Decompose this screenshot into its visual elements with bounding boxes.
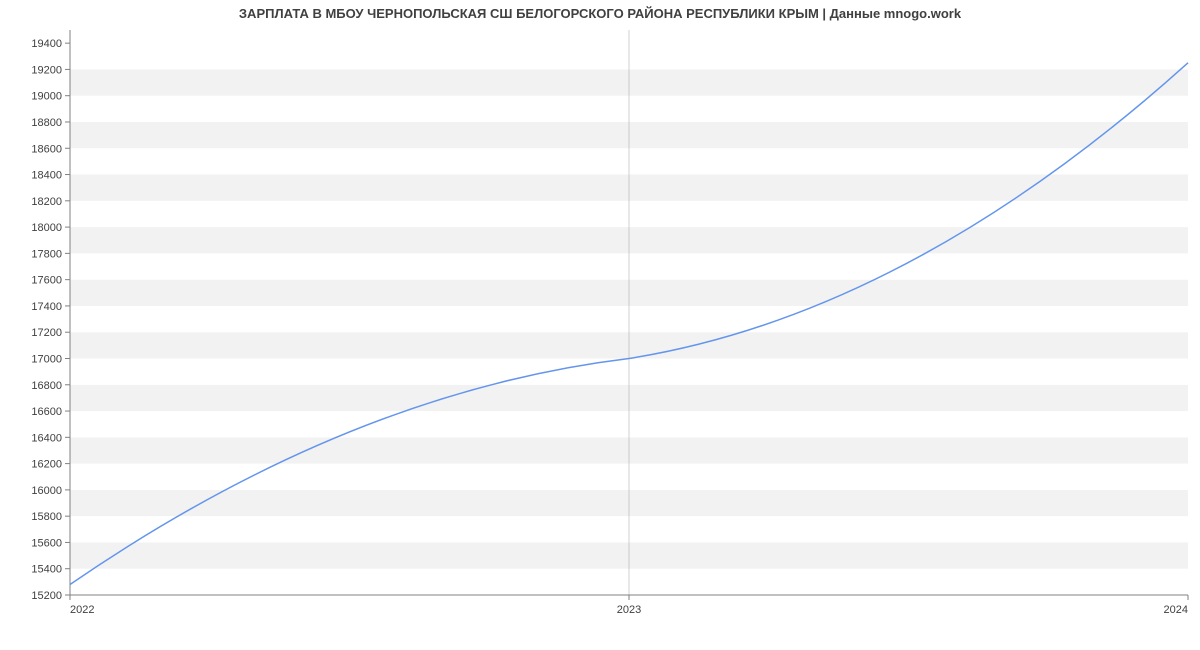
y-tick-label: 19000 xyxy=(31,91,62,103)
y-tick-label: 15400 xyxy=(31,564,62,576)
chart-svg: 15200 15400 15600 15800 16000 16200 16400 16600… xyxy=(0,0,1200,650)
y-tick-label: 17400 xyxy=(31,301,62,313)
y-tick-label: 16000 xyxy=(31,485,62,497)
y-tick-label: 16400 xyxy=(31,432,62,444)
y-tick-label: 18200 xyxy=(31,196,62,208)
chart-title: ЗАРПЛАТА В МБОУ ЧЕРНОПОЛЬСКАЯ СШ БЕЛОГОР… xyxy=(0,6,1200,21)
y-tick-label: 18000 xyxy=(31,222,62,234)
y-tick-label: 16600 xyxy=(31,406,62,418)
y-tick-label: 16800 xyxy=(31,380,62,392)
y-tick-label: 16200 xyxy=(31,459,62,471)
y-tick-label: 19400 xyxy=(31,38,62,50)
y-tick-label: 18600 xyxy=(31,143,62,155)
y-tick-label: 15600 xyxy=(31,537,62,549)
y-tick-label: 18800 xyxy=(31,117,62,129)
x-tick-label: 2022 xyxy=(70,604,94,616)
y-tick-label: 18400 xyxy=(31,170,62,182)
y-tick-label: 17000 xyxy=(31,353,62,365)
y-tick-label: 19200 xyxy=(31,64,62,76)
salary-line-chart: ЗАРПЛАТА В МБОУ ЧЕРНОПОЛЬСКАЯ СШ БЕЛОГОР… xyxy=(0,0,1200,650)
x-tick-label: 2023 xyxy=(617,604,641,616)
y-tick-label: 17200 xyxy=(31,327,62,339)
x-tick-label: 2024 xyxy=(1164,604,1188,616)
y-tick-label: 15800 xyxy=(31,511,62,523)
y-tick-label: 15200 xyxy=(31,590,62,602)
y-tick-label: 17600 xyxy=(31,275,62,287)
y-tick-label: 17800 xyxy=(31,248,62,260)
